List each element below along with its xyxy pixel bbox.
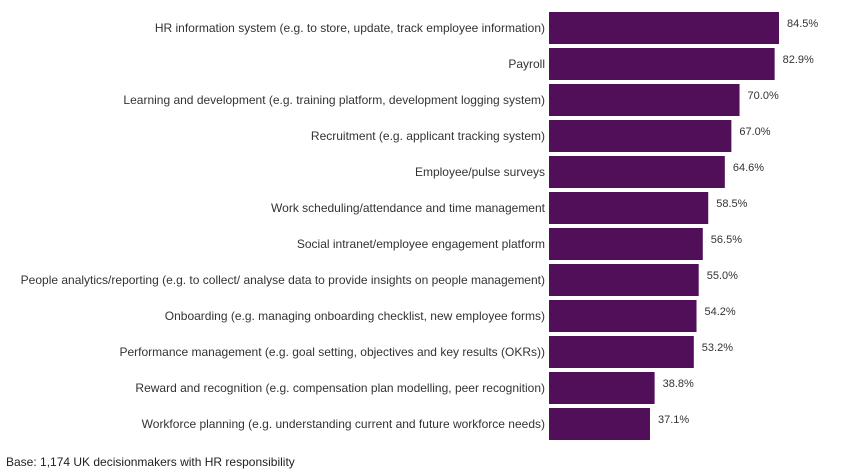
value-label: 58.5%	[716, 198, 747, 210]
value-label: 56.5%	[711, 234, 742, 246]
value-label: 38.8%	[663, 378, 694, 390]
category-label: Social intranet/employee engagement plat…	[297, 237, 545, 251]
category-label: Work scheduling/attendance and time mana…	[271, 201, 546, 215]
category-label: Workforce planning (e.g. understanding c…	[142, 417, 545, 431]
bar	[549, 372, 655, 404]
bar-chart: HR information system (e.g. to store, up…	[21, 12, 818, 440]
bar	[549, 156, 725, 188]
category-label: People analytics/reporting (e.g. to coll…	[21, 273, 545, 287]
value-label: 53.2%	[702, 342, 733, 354]
category-label: Reward and recognition (e.g. compensatio…	[135, 381, 545, 395]
bar	[549, 264, 699, 296]
value-label: 64.6%	[733, 162, 764, 174]
category-label: Employee/pulse surveys	[415, 165, 545, 179]
bar	[549, 120, 732, 152]
bar	[549, 408, 650, 440]
value-label: 70.0%	[748, 90, 779, 102]
category-label: Payroll	[508, 57, 545, 71]
value-label: 54.2%	[705, 306, 736, 318]
value-label: 84.5%	[787, 18, 818, 30]
value-label: 82.9%	[783, 54, 814, 66]
bar	[549, 84, 740, 116]
bar	[549, 336, 694, 368]
bar	[549, 12, 779, 44]
category-label: Onboarding (e.g. managing onboarding che…	[165, 309, 545, 323]
base-footnote: Base: 1,174 UK decisionmakers with HR re…	[6, 455, 295, 469]
category-label: Recruitment (e.g. applicant tracking sys…	[311, 129, 545, 143]
category-label: HR information system (e.g. to store, up…	[155, 21, 545, 35]
bar	[549, 192, 709, 224]
value-label: 67.0%	[739, 126, 770, 138]
value-label: 37.1%	[658, 414, 689, 426]
value-label: 55.0%	[707, 270, 738, 282]
bar	[549, 48, 775, 80]
bar	[549, 228, 703, 260]
category-label: Performance management (e.g. goal settin…	[119, 345, 545, 359]
category-label: Learning and development (e.g. training …	[123, 93, 545, 107]
bar	[549, 300, 697, 332]
